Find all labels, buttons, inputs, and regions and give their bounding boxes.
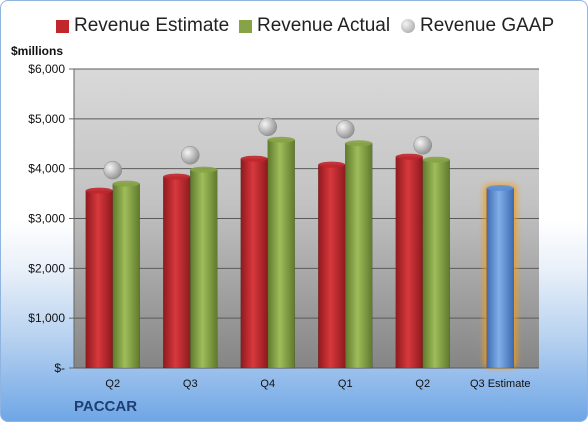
bar	[163, 176, 191, 369]
bar	[422, 159, 450, 369]
gaap-markers	[103, 117, 432, 180]
y-tick-label: $5,000	[28, 112, 65, 126]
legend-label: Revenue Estimate	[74, 15, 230, 36]
bar	[190, 169, 218, 369]
bar-cap	[190, 166, 218, 173]
bar	[112, 183, 140, 369]
legend-label: Revenue GAAP	[420, 15, 555, 36]
x-tick-label: Q4	[260, 378, 275, 390]
x-tick-label: Q2	[105, 378, 120, 390]
company-name: PACCAR	[74, 398, 138, 415]
bar	[486, 187, 514, 369]
y-tick-label: $1,000	[28, 311, 65, 325]
legend-item-revenue-estimate: Revenue Estimate	[56, 15, 229, 37]
bar-cap	[345, 140, 373, 147]
y-tick-label: $3,000	[28, 212, 65, 226]
gaap-marker	[336, 120, 355, 139]
bar-cap	[85, 187, 113, 194]
bar	[345, 143, 373, 369]
legend-item-revenue-gaap: Revenue GAAP	[401, 15, 554, 37]
bar	[85, 190, 113, 369]
x-tick-label: Q1	[338, 378, 353, 390]
x-axis-ticks: Q2 Q3 Q4 Q1 Q2 Q3 Estimate	[105, 378, 530, 390]
y-tick-label: $6,000	[28, 62, 65, 76]
x-tick-label: Q2	[415, 378, 430, 390]
gridlines	[74, 68, 539, 369]
legend: Revenue Estimate Revenue Actual Revenue …	[1, 15, 587, 43]
gaap-marker	[103, 160, 122, 180]
bar-cap	[486, 185, 514, 192]
y-tick-label: $2,000	[28, 261, 65, 275]
bar-cap	[422, 156, 450, 163]
y-axis-ticks: $- $1,000 $2,000 $3,000 $4,000 $5,000 $6,000	[28, 62, 75, 375]
legend-label: Revenue Actual	[257, 15, 391, 36]
legend-marker-gaap	[401, 19, 415, 33]
bars	[85, 136, 517, 369]
gaap-marker	[413, 135, 432, 155]
y-tick-label: $-	[54, 361, 65, 375]
bar-cap	[240, 155, 268, 162]
legend-swatch-estimate	[56, 19, 69, 33]
y-axis-unit: $millions	[11, 44, 64, 58]
x-tick-label: Q3 Estimate	[470, 378, 531, 390]
bar	[240, 158, 268, 369]
bar-cap	[267, 136, 295, 143]
bar	[267, 139, 295, 369]
x-tick-label: Q3	[183, 378, 198, 390]
bar	[395, 156, 423, 369]
bar-cap	[318, 161, 346, 168]
bar-cap	[163, 173, 191, 180]
y-tick-label: $4,000	[28, 162, 65, 176]
bar	[318, 164, 346, 369]
bar-cap	[112, 180, 140, 187]
legend-item-revenue-actual: Revenue Actual	[239, 15, 390, 37]
legend-swatch-actual	[239, 19, 252, 33]
bar-cap	[395, 153, 423, 160]
gaap-marker	[181, 145, 200, 165]
gaap-marker	[258, 117, 277, 137]
